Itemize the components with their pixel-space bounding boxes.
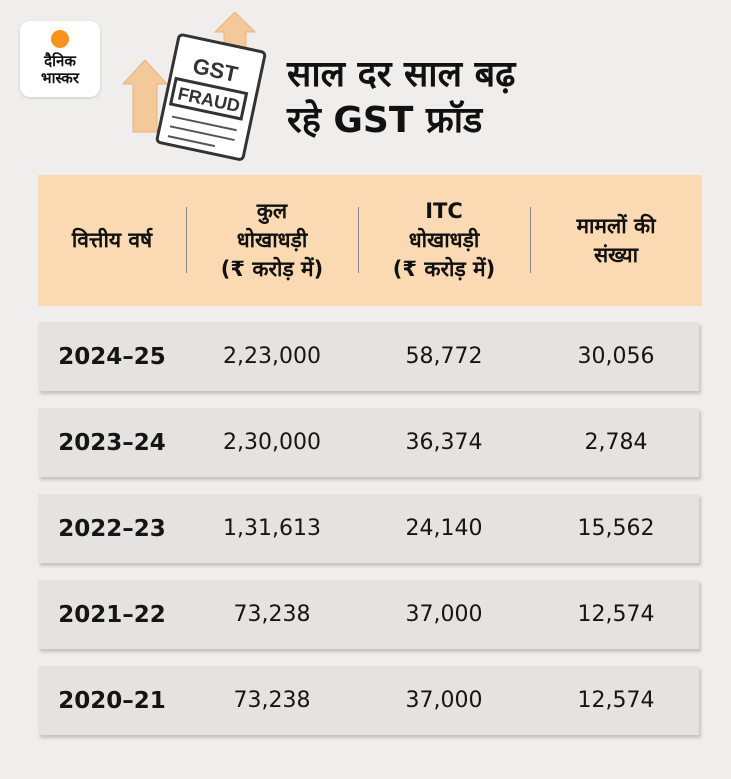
table-row: 2024–25 2,23,000 58,772 30,056 — [38, 322, 699, 391]
cell-total-fraud: 2,23,000 — [223, 344, 321, 369]
table-row: 2023–24 2,30,000 36,374 2,784 — [38, 408, 699, 477]
table-row: 2021–22 73,238 37,000 12,574 — [38, 580, 699, 649]
cell-itc-fraud: 36,374 — [405, 430, 483, 455]
cell-total-fraud: 2,30,000 — [223, 430, 321, 455]
col-header-year: वित्तीय वर्ष — [71, 228, 153, 252]
brand-logo: दैनिक भास्कर — [20, 21, 100, 97]
brand-line1: दैनिक — [44, 52, 76, 70]
cell-itc-fraud: 58,772 — [405, 344, 483, 369]
cell-year: 2021–22 — [58, 601, 166, 628]
gst-fraud-illustration-icon: GST FRAUD — [121, 12, 267, 161]
cell-total-fraud: 1,31,613 — [223, 516, 321, 541]
brand-line2: भास्कर — [41, 69, 79, 87]
cell-year: 2022–23 — [58, 515, 166, 542]
headline: साल दर साल बढ़ रहे GST फ्रॉड — [287, 52, 707, 144]
table-header: वित्तीय वर्ष कुल धोखाधड़ी (₹ करोड़ में) … — [38, 175, 702, 306]
header-divider — [358, 207, 359, 273]
cell-itc-fraud: 24,140 — [405, 516, 483, 541]
cell-total-fraud: 73,238 — [233, 602, 311, 627]
cell-total-fraud: 73,238 — [233, 688, 311, 713]
col-header-total-fraud: कुल धोखाधड़ी (₹ करोड़ में) — [220, 199, 324, 281]
cell-year: 2020–21 — [58, 687, 166, 714]
header-divider — [186, 207, 187, 273]
cell-cases: 2,784 — [584, 430, 648, 455]
cell-year: 2024–25 — [58, 343, 166, 370]
cell-year: 2023–24 — [58, 429, 166, 456]
cell-itc-fraud: 37,000 — [405, 688, 483, 713]
cell-cases: 15,562 — [577, 516, 655, 541]
cell-itc-fraud: 37,000 — [405, 602, 483, 627]
cell-cases: 30,056 — [577, 344, 655, 369]
col-header-itc-fraud: ITC धोखाधड़ी (₹ करोड़ में) — [392, 199, 496, 281]
table-row: 2020–21 73,238 37,000 12,574 — [38, 666, 699, 735]
headline-line1: साल दर साल बढ़ — [287, 54, 516, 95]
headline-line2: रहे GST फ्रॉड — [287, 100, 483, 141]
document-icon: GST FRAUD — [155, 33, 267, 161]
col-header-cases: मामलों की संख्या — [576, 213, 656, 267]
table-row: 2022–23 1,31,613 24,140 15,562 — [38, 494, 699, 563]
sun-icon — [51, 30, 69, 48]
cell-cases: 12,574 — [577, 688, 655, 713]
cell-cases: 12,574 — [577, 602, 655, 627]
header-divider — [530, 207, 531, 273]
